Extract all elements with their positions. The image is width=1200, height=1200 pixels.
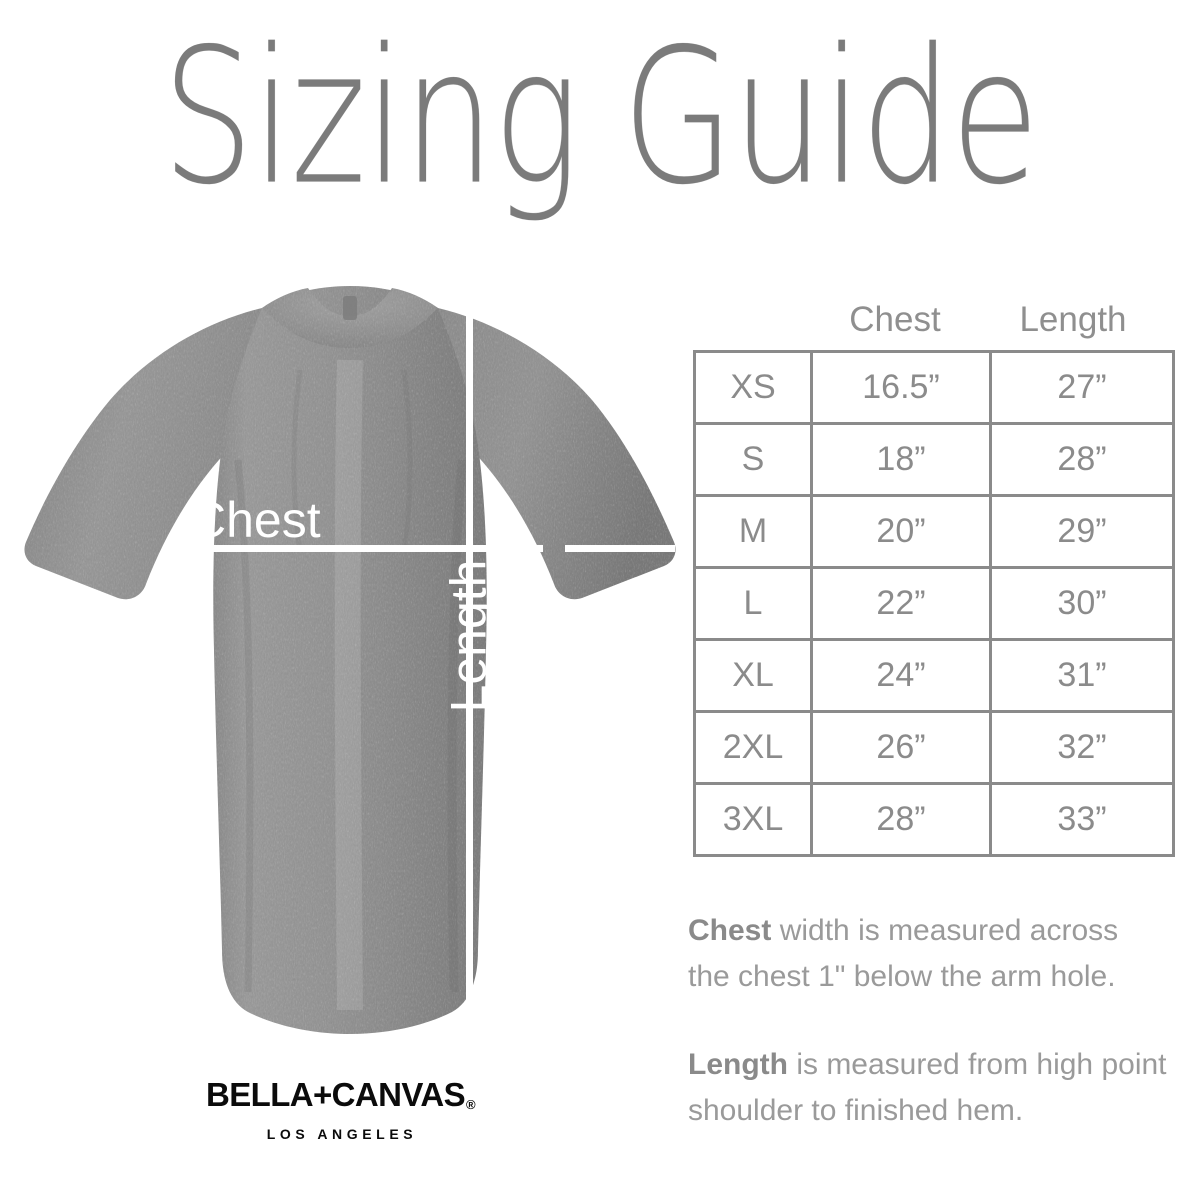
table-row: S 18” 28” — [693, 422, 1175, 497]
cell-size: XS — [693, 350, 813, 425]
brand-name: BELLA+CANVAS® — [206, 1076, 476, 1120]
chest-measurement-line — [163, 545, 543, 552]
cell-length: 33” — [989, 782, 1175, 857]
cell-size: M — [693, 494, 813, 569]
note-chest-lead: Chest — [688, 914, 772, 947]
size-chart-table: XS 16.5” 27” S 18” 28” M 20” 29” L 22” 3… — [693, 350, 1175, 857]
tshirt-graphic — [24, 286, 676, 1034]
table-row: L 22” 30” — [693, 566, 1175, 641]
page-title: Sizing Guide — [162, 8, 1039, 226]
cell-chest: 18” — [810, 422, 992, 497]
brand-name-text: BELLA+CANVAS — [206, 1076, 466, 1113]
registered-trademark-icon: ® — [465, 1097, 476, 1112]
note-length-lead: Length — [688, 1048, 788, 1081]
cell-length: 27” — [989, 350, 1175, 425]
cell-chest: 22” — [810, 566, 992, 641]
cell-length: 30” — [989, 566, 1175, 641]
cell-size: S — [693, 422, 813, 497]
cell-chest: 16.5” — [810, 350, 992, 425]
cell-chest: 28” — [810, 782, 992, 857]
brand-city: LOS ANGELES — [266, 1126, 418, 1142]
table-column-headers: Chest Length — [693, 298, 1163, 344]
note-length: Length is measured from high point shoul… — [688, 1042, 1168, 1134]
length-measurement-label: Length — [440, 559, 497, 713]
brand-logo: BELLA+CANVAS® LOS ANGELES — [185, 1070, 495, 1150]
note-chest-text: width is measured across the chest 1" be… — [688, 914, 1119, 993]
cell-size: 2XL — [693, 710, 813, 785]
table-row: 3XL 28” 33” — [693, 782, 1175, 857]
cell-chest: 24” — [810, 638, 992, 713]
cell-size: XL — [693, 638, 813, 713]
cell-length: 29” — [989, 494, 1175, 569]
chest-measurement-label: Chest — [190, 492, 321, 548]
measurement-notes: Chest width is measured across the chest… — [688, 908, 1168, 1134]
cell-size: 3XL — [693, 782, 813, 857]
note-length-text: is measured from high point shoulder to … — [688, 1048, 1167, 1127]
chest-measurement-line-right — [565, 545, 675, 552]
note-chest: Chest width is measured across the chest… — [688, 908, 1168, 1000]
table-row: XL 24” 31” — [693, 638, 1175, 713]
table-row: XS 16.5” 27” — [693, 350, 1175, 425]
cell-length: 31” — [989, 638, 1175, 713]
column-header-length: Length — [1019, 300, 1127, 339]
cell-length: 28” — [989, 422, 1175, 497]
table-row: 2XL 26” 32” — [693, 710, 1175, 785]
column-header-chest: Chest — [849, 300, 941, 339]
cell-size: L — [693, 566, 813, 641]
length-measurement-line — [466, 282, 473, 1024]
cell-chest: 20” — [810, 494, 992, 569]
cell-chest: 26” — [810, 710, 992, 785]
table-row: M 20” 29” — [693, 494, 1175, 569]
tshirt-illustration — [0, 250, 700, 1040]
cell-length: 32” — [989, 710, 1175, 785]
